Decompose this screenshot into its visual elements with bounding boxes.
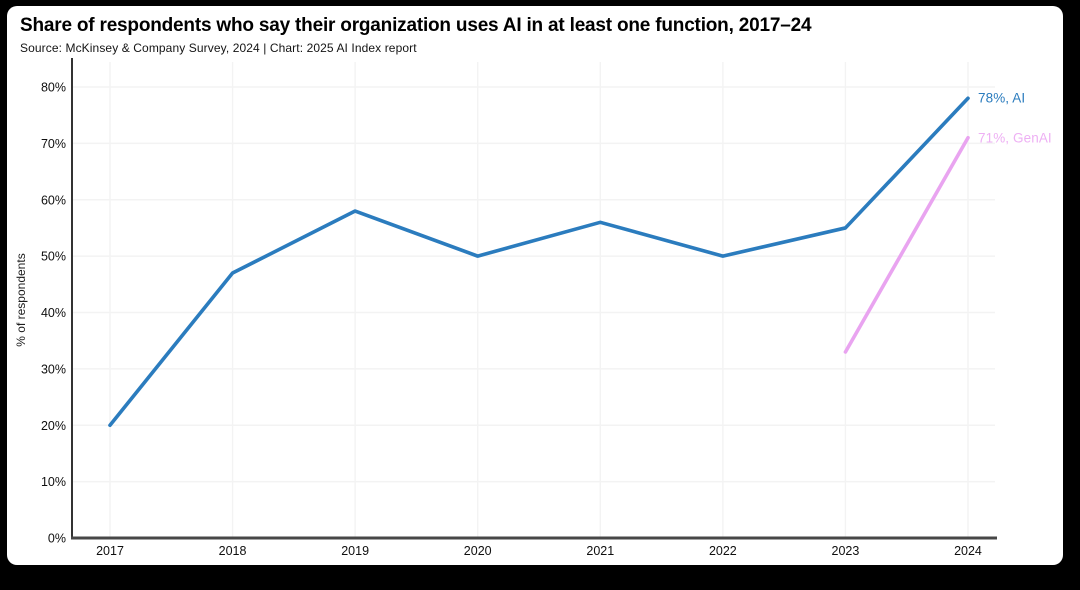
ai-series-line — [108, 96, 970, 428]
x-tick-label: 2020 — [464, 544, 492, 558]
chart-header: Share of respondents who say their organ… — [20, 15, 1043, 55]
x-tick-label: 2018 — [219, 544, 247, 558]
chart-card: Share of respondents who say their organ… — [7, 6, 1063, 565]
genai-series-end-label: 71%, GenAI — [977, 130, 1052, 146]
y-tick-label: 10% — [41, 475, 66, 489]
x-tick-label: 2022 — [709, 544, 737, 558]
x-tick-label: 2021 — [586, 544, 614, 558]
line-chart: 0% 10% 20% 30% 40% 50% 60% 70% 80% 2017 2018 2019 20… — [41, 58, 997, 558]
y-tick-label: 20% — [41, 419, 66, 433]
chart-source-note: Source: McKinsey & Company Survey, 2024 … — [20, 40, 417, 55]
x-tick-label: 2024 — [954, 544, 982, 558]
x-tick-label: 2019 — [341, 544, 369, 558]
y-tick-label: 50% — [41, 250, 66, 264]
y-tick-label: 40% — [41, 306, 66, 320]
genai-series-line — [843, 135, 970, 354]
chart-title: Share of respondents who say their organ… — [20, 15, 812, 36]
y-tick-label: 0% — [48, 532, 66, 546]
y-tick-label: 80% — [41, 81, 66, 95]
y-tick-label: 60% — [41, 193, 66, 207]
x-tick-label: 2023 — [832, 544, 860, 558]
ai-series-end-label: 78%, AI — [977, 90, 1026, 106]
y-tick-label: 70% — [41, 137, 66, 151]
x-tick-label: 2017 — [96, 544, 124, 558]
y-tick-label: 30% — [41, 362, 66, 376]
